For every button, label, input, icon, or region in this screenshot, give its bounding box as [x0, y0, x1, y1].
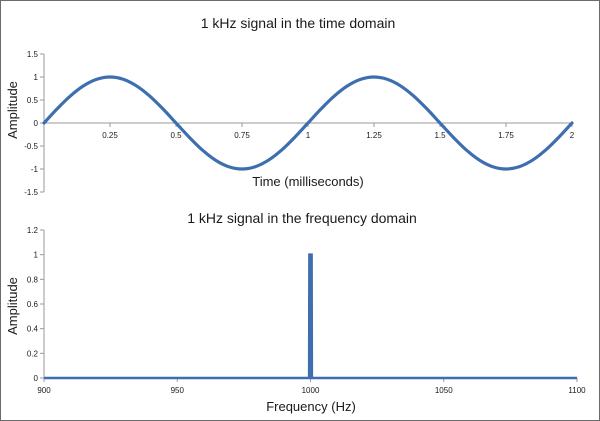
frequency-chart-y-tick-label: 1.2 [27, 226, 39, 235]
time-chart-x-tick-label: 1.25 [366, 131, 382, 140]
frequency-chart-title: 1 kHz signal in the frequency domain [187, 210, 417, 226]
frequency-chart-ylabel: Amplitude [5, 277, 20, 335]
time-chart-x-tick-label: 1 [306, 131, 311, 140]
frequency-chart-x-tick-label: 1050 [435, 386, 453, 395]
time-chart-y-tick-label: -1.5 [24, 188, 38, 197]
frequency-chart-y-tick-label: 0.4 [27, 325, 39, 334]
frequency-chart-x-tick-label: 900 [37, 386, 51, 395]
time-chart-y-tick-label: -1 [31, 165, 39, 174]
frequency-chart-ticks: 0 0.2 0.4 0.6 0.8 1 1.2 900 950 1000 1050 1100 [27, 226, 586, 395]
time-chart-x-tick-label: 0.25 [102, 131, 118, 140]
frequency-chart-y-tick-label: 0.6 [27, 300, 39, 309]
time-chart-x-tick-label: 0.5 [170, 131, 182, 140]
frequency-chart-x-tick-label: 1100 [568, 386, 586, 395]
time-chart-x-tick-label: 1.75 [498, 131, 514, 140]
frequency-chart-y-tick-label: 1 [34, 251, 39, 260]
frequency-chart-series-line [44, 253, 577, 380]
frequency-domain-chart: 1 kHz signal in the frequency domain Fre… [5, 210, 586, 414]
time-chart-series [42, 75, 574, 171]
time-chart-y-tick-label: 1.5 [27, 50, 39, 59]
frequency-chart-y-tick-label: 0.2 [27, 349, 39, 358]
time-chart-x-tick-label: 2 [570, 131, 575, 140]
time-chart-xlabel: Time (milliseconds) [252, 174, 363, 189]
time-chart-y-tick-label: 1 [34, 73, 39, 82]
time-domain-chart: 1 kHz signal in the time domain Time (mi… [5, 15, 575, 197]
time-chart-x-tick-label: 0.75 [234, 131, 250, 140]
time-chart-y-tick-label: 0.5 [27, 96, 39, 105]
frequency-chart-xlabel: Frequency (Hz) [266, 399, 356, 414]
frequency-chart-series [44, 253, 577, 380]
time-chart-x-tick-label: 1.5 [434, 131, 446, 140]
frequency-chart-x-tick-label: 1000 [302, 386, 320, 395]
time-chart-ylabel: Amplitude [5, 81, 20, 139]
time-chart-y-tick-label: -0.5 [24, 142, 38, 151]
time-chart-title: 1 kHz signal in the time domain [201, 15, 396, 31]
frequency-chart-y-tick-label: 0.8 [27, 275, 39, 284]
time-chart-series-line [42, 75, 574, 171]
time-chart-y-tick-label: 0 [34, 119, 39, 128]
frequency-chart-y-tick-label: 0 [34, 374, 39, 383]
frequency-chart-x-tick-label: 950 [171, 386, 185, 395]
